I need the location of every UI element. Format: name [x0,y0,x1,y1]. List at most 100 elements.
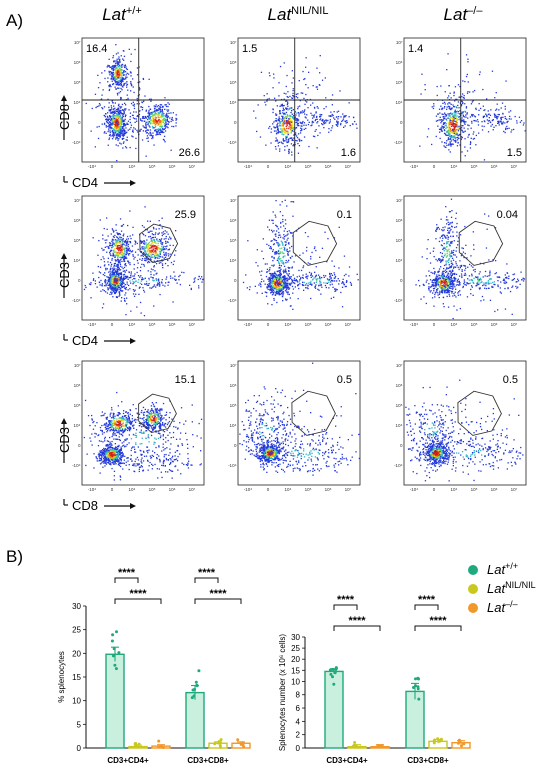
flow-event [114,60,116,62]
flow-event [119,105,121,108]
flow-event [441,141,443,143]
flow-event [278,276,280,278]
flow-event [159,104,161,106]
flow-event [121,127,124,129]
flow-event [270,128,273,130]
flow-event [113,121,115,123]
flow-event [314,119,316,122]
flow-event [457,130,460,132]
flow-event [273,297,275,300]
flow-event [159,283,161,285]
flow-event [144,117,146,119]
flow-event [341,282,343,284]
flow-event [129,128,131,130]
flow-event [296,124,298,126]
flow-event [125,286,127,289]
flow-event [148,231,150,233]
flow-event [275,148,277,150]
flow-x-tick-label: -10⁴ [88,164,97,169]
flow-event [161,130,164,133]
flow-event [276,270,278,272]
flow-event [286,234,288,236]
flow-event [118,84,120,86]
flow-event [284,279,286,281]
flow-event [152,286,154,288]
flow-event [296,137,299,139]
flow-event [129,146,131,149]
flow-event [144,243,146,245]
flow-event [454,141,457,143]
flow-event [319,132,321,134]
flow-event [143,246,145,248]
flow-event [464,103,466,105]
flow-event [292,127,294,130]
flow-event [283,278,285,280]
flow-event [513,128,515,131]
flow-event [166,118,168,120]
flow-event [129,71,132,73]
flow-event [286,103,288,106]
flow-event [301,125,303,127]
flow-event [278,270,281,272]
flow-event [116,120,118,122]
flow-event [281,288,283,290]
quadrant-value-top-left: 16.4 [86,43,107,55]
flow-event [112,288,114,290]
flow-event [456,98,458,101]
flow-event [119,136,121,138]
flow-event [175,117,177,120]
flow-event [110,245,112,247]
flow-event [119,80,121,83]
flow-event [162,129,164,131]
flow-event [313,114,316,116]
flow-event [461,129,463,131]
flow-event [107,64,109,67]
flow-event [452,115,454,117]
flow-event [155,118,157,121]
flow-event [162,247,164,249]
flow-event [118,284,120,286]
flow-event [150,250,152,252]
flow-event [129,262,131,264]
flow-event [123,258,125,260]
flow-event [144,257,146,259]
flow-event [118,109,120,111]
flow-event [300,130,302,132]
flow-event [121,243,123,246]
flow-event [116,264,118,266]
flow-event [119,256,121,258]
flow-event [348,275,350,277]
flow-event [164,104,166,106]
flow-event [120,254,123,256]
flow-event [167,102,169,104]
flow-event [121,249,123,251]
flow-event [121,117,124,119]
flow-event [279,105,281,107]
flow-event [110,280,113,282]
flow-event [141,254,143,256]
flow-event [291,113,293,115]
flow-event [139,270,142,272]
flow-event [437,125,439,127]
flow-event [163,131,165,134]
flow-event [117,130,119,132]
flow-event [136,100,138,102]
flow-y-tick-label: 0 [78,120,81,125]
flow-event [152,250,154,252]
flow-event [310,258,312,260]
flow-event [116,71,118,74]
flow-event [120,96,122,99]
flow-event [449,130,451,132]
flow-event [157,124,159,126]
flow-event [120,236,122,239]
flow-event [107,257,109,259]
flow-event [283,62,285,64]
flow-event [123,120,125,123]
flow-event [284,140,286,142]
flow-event [169,275,172,277]
flow-event [277,122,279,124]
flow-event [449,121,451,123]
flow-event [157,131,159,133]
flow-event [355,123,357,125]
flow-event [165,104,167,106]
